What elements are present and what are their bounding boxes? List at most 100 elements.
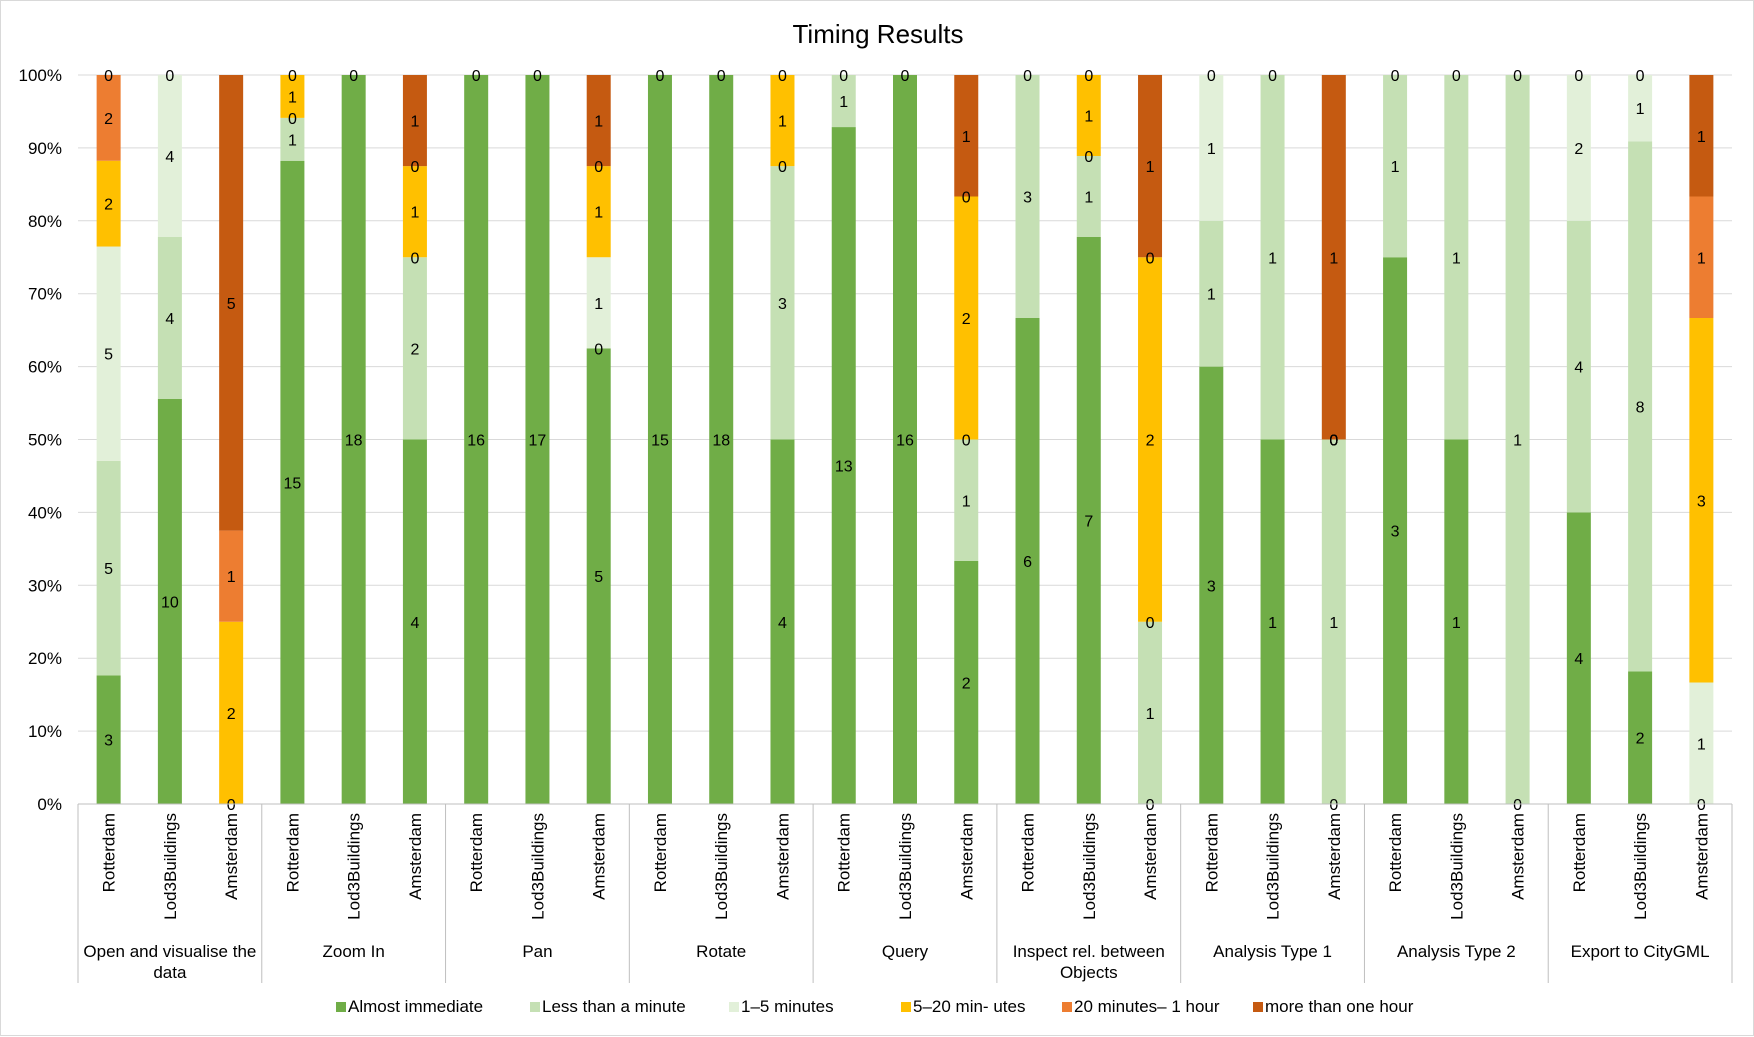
bar-segment xyxy=(280,160,305,804)
bar-segment xyxy=(280,117,305,161)
y-tick-label: 10% xyxy=(28,722,62,741)
data-label: 16 xyxy=(467,433,485,450)
x-category-label: Lod3Buildings xyxy=(712,813,731,920)
data-label: 0 xyxy=(594,341,603,358)
bar-segment xyxy=(1138,257,1163,622)
bar-segment xyxy=(1566,512,1591,804)
legend-swatch xyxy=(729,1002,739,1012)
data-label: 1 xyxy=(1329,250,1338,267)
x-category-label: Rotterdam xyxy=(835,813,854,892)
data-label: 10 xyxy=(161,595,179,612)
bar-segment xyxy=(96,160,121,247)
bar-segment xyxy=(1321,439,1346,804)
data-label: 0 xyxy=(1023,68,1032,85)
data-label: 3 xyxy=(778,296,787,313)
bar-segment xyxy=(1199,366,1224,804)
x-category-label: Lod3Buildings xyxy=(528,813,547,920)
bar-segment xyxy=(1199,220,1224,367)
bar-segment xyxy=(1444,75,1469,440)
data-label: 2 xyxy=(1636,731,1645,748)
data-label: 1 xyxy=(839,94,848,111)
data-label: 2 xyxy=(104,197,113,214)
data-label: 1 xyxy=(1391,159,1400,176)
x-category-label: Amsterdam xyxy=(406,813,425,900)
data-label: 5 xyxy=(227,296,236,313)
x-group-label: Export to CityGML xyxy=(1571,942,1710,961)
data-label: 0 xyxy=(104,68,113,85)
legend-swatch xyxy=(336,1002,346,1012)
data-label: 1 xyxy=(1146,159,1155,176)
data-label: 3 xyxy=(104,733,113,750)
data-label: 1 xyxy=(1513,433,1522,450)
data-label: 5 xyxy=(104,347,113,364)
data-label: 15 xyxy=(284,475,302,492)
data-label: 1 xyxy=(962,493,971,510)
x-category-label: Amsterdam xyxy=(1692,813,1711,900)
bar-segment xyxy=(586,166,611,258)
data-label: 1 xyxy=(288,132,297,149)
legend-label: 1–5 minutes xyxy=(741,997,834,1016)
bar-segment xyxy=(1628,75,1653,142)
data-label: 3 xyxy=(1023,190,1032,207)
data-label: 1 xyxy=(1697,129,1706,146)
bar-segment xyxy=(1076,156,1101,237)
bar-segment xyxy=(219,75,244,531)
y-tick-label: 30% xyxy=(28,576,62,595)
data-label: 1 xyxy=(962,129,971,146)
bar-segment xyxy=(157,237,182,399)
bar-segment xyxy=(770,166,795,440)
bar-segment xyxy=(1199,75,1224,221)
data-label: 2 xyxy=(1146,433,1155,450)
bar-segment xyxy=(1689,318,1714,683)
y-tick-label: 50% xyxy=(28,431,62,450)
data-label: 2 xyxy=(104,111,113,128)
x-category-label: Lod3Buildings xyxy=(896,813,915,920)
bar-segment xyxy=(831,127,856,805)
x-group-label: Query xyxy=(882,942,929,961)
x-category-label: Rotterdam xyxy=(100,813,119,892)
data-labels: 3552201044021501510101804201011601705011… xyxy=(104,68,1706,814)
bar-segment xyxy=(1138,621,1163,804)
bar-segment xyxy=(157,399,182,804)
data-label: 4 xyxy=(1574,360,1583,377)
bar-segment xyxy=(1321,75,1346,440)
bar-segment xyxy=(954,75,979,197)
data-label: 0 xyxy=(1207,68,1216,85)
y-tick-label: 0% xyxy=(37,795,62,814)
x-category-label: Rotterdam xyxy=(467,813,486,892)
legend-swatch xyxy=(901,1002,911,1012)
x-group-label: data xyxy=(153,963,187,982)
bar-segment xyxy=(157,75,182,237)
data-label: 2 xyxy=(1574,141,1583,158)
data-label: 1 xyxy=(1268,615,1277,632)
bar-segment xyxy=(96,460,121,676)
x-category-label: Lod3Buildings xyxy=(1080,813,1099,920)
data-label: 0 xyxy=(1574,68,1583,85)
bar-segment xyxy=(647,75,672,804)
bar-segment xyxy=(954,196,979,440)
data-label: 0 xyxy=(1146,797,1155,814)
data-label: 1 xyxy=(1452,250,1461,267)
data-label: 1 xyxy=(1146,706,1155,723)
x-category-label: Rotterdam xyxy=(1386,813,1405,892)
data-label: 0 xyxy=(1513,68,1522,85)
data-label: 0 xyxy=(717,68,726,85)
data-label: 5 xyxy=(104,561,113,578)
legend-swatch xyxy=(1062,1002,1072,1012)
data-label: 16 xyxy=(896,433,914,450)
bar-segment xyxy=(893,75,917,804)
x-group-label: Analysis Type 1 xyxy=(1213,942,1332,961)
data-label: 0 xyxy=(1146,615,1155,632)
bar-segment xyxy=(402,166,427,258)
bar-segment xyxy=(341,75,366,804)
data-label: 1 xyxy=(1697,736,1706,753)
data-label: 2 xyxy=(227,706,236,723)
bar-segment xyxy=(1383,75,1408,258)
data-label: 4 xyxy=(778,615,787,632)
bar-segment xyxy=(1689,682,1714,804)
bar-segment xyxy=(1566,75,1591,221)
bar-segment xyxy=(1260,439,1285,804)
y-tick-label: 80% xyxy=(28,212,62,231)
data-label: 1 xyxy=(1697,250,1706,267)
